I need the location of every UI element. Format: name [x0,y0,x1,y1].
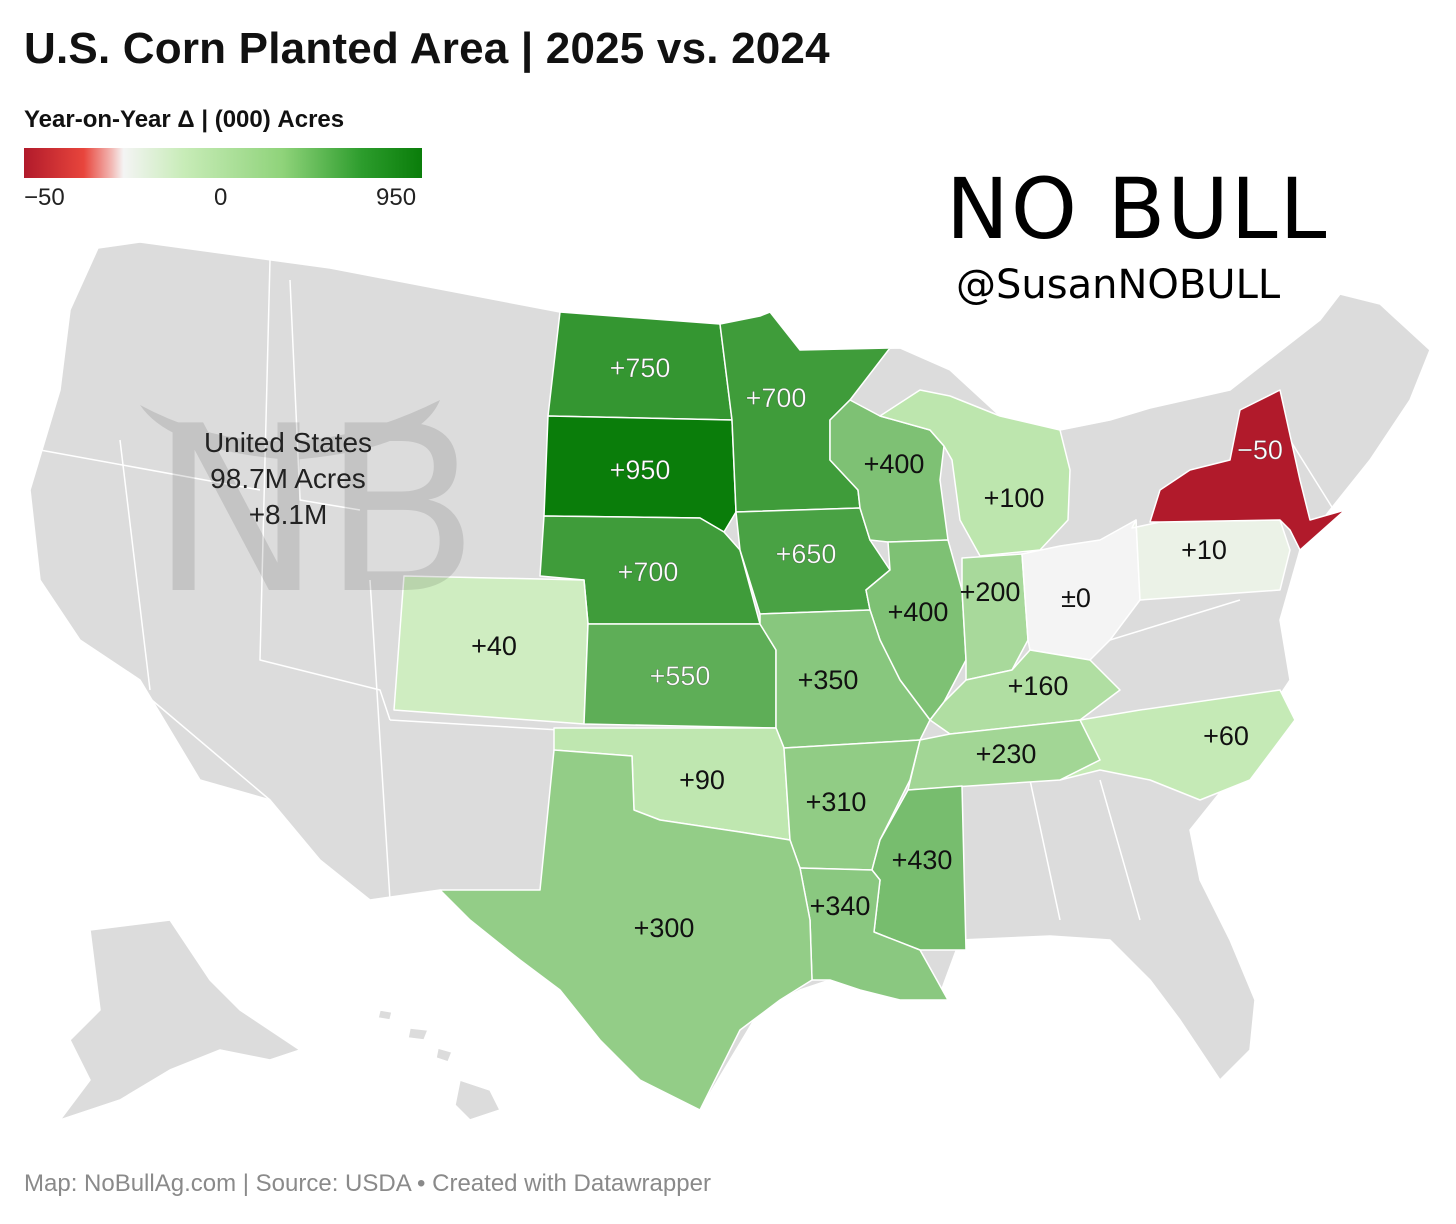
label-missouri: +350 [798,665,859,695]
svg-text:NB: NB [150,378,480,645]
alaska-shape [59,919,301,1120]
nb-watermark: NB [140,378,480,645]
label-nebraska: +700 [618,557,679,587]
state-new-york[interactable] [1149,389,1346,551]
label-pennsylvania: +10 [1181,535,1227,565]
state-ohio[interactable] [1021,519,1141,661]
legend-color-scale [24,148,422,178]
national-total: 98.7M Acres [210,463,366,494]
twitter-handle: @SusanNOBULL [956,262,1281,308]
label-colorado: +40 [471,631,517,661]
label-north-carolina: +60 [1203,721,1249,751]
hawaii-islet-2 [407,1027,429,1041]
label-wisconsin: +400 [864,449,925,479]
label-illinois: +400 [888,597,949,627]
national-change: +8.1M [249,499,328,530]
legend-mid-label: 0 [214,184,228,211]
legend-min-label: −50 [24,184,65,211]
state-texas[interactable] [439,749,813,1111]
label-kansas: +550 [650,661,711,691]
label-new-york: −50 [1237,435,1283,465]
legend-max-label: 950 [376,184,417,211]
label-minnesota: +700 [746,383,807,413]
label-kentucky: +160 [1008,671,1069,701]
label-mississippi: +430 [892,845,953,875]
label-texas: +300 [634,913,695,943]
label-ohio: ±0 [1061,583,1091,613]
label-oklahoma: +90 [679,765,725,795]
label-indiana: +200 [960,577,1021,607]
label-north-dakota: +750 [610,353,671,383]
nobull-logo: NO BULL [946,160,1329,258]
footer-source: Map: NoBullAg.com | Source: USDA • Creat… [24,1170,711,1197]
state-kentucky[interactable] [929,649,1121,735]
label-arkansas: +310 [806,787,867,817]
state-michigan[interactable] [879,389,1071,557]
label-tennessee: +230 [976,739,1037,769]
label-louisiana: +340 [810,891,871,921]
chart-title: U.S. Corn Planted Area | 2025 vs. 2024 [24,24,830,73]
us-map: NB United States 98.7M Acres +8.1M +750 … [29,241,1431,1120]
label-south-dakota: +950 [610,455,671,485]
label-iowa: +650 [776,539,837,569]
label-michigan: +100 [984,483,1045,513]
hawaii-islet-3 [435,1047,453,1063]
state-north-carolina[interactable] [1059,689,1296,801]
legend-title: Year-on-Year Δ | (000) Acres [24,106,345,133]
national-name: United States [204,427,372,458]
hawaii-islet-1 [377,1009,393,1021]
hawaii-shape [454,1079,501,1120]
